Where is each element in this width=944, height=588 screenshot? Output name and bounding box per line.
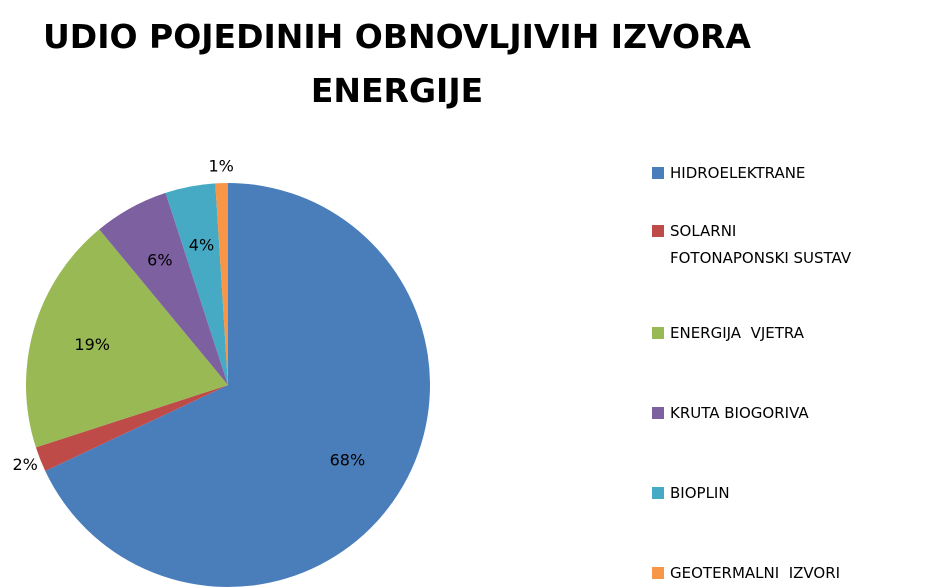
pie-slice	[25, 229, 228, 448]
data-label: 68%	[330, 450, 366, 469]
legend-swatch	[652, 487, 664, 499]
data-label: 2%	[12, 455, 37, 474]
legend-swatch	[652, 327, 664, 339]
legend-swatch	[652, 225, 664, 237]
legend-item: HIDROELEKTRANE	[652, 160, 942, 187]
legend-label: BIOPLIN	[670, 484, 730, 502]
chart-title: UDIO POJEDINIH OBNOVLJIVIH IZVORA	[43, 17, 751, 56]
legend-item: KRUTA BIOGORIVA	[652, 400, 942, 427]
legend-label: SOLARNI FOTONAPONSKI SUSTAV	[670, 222, 852, 267]
pie-slice	[215, 183, 228, 385]
legend-swatch	[652, 567, 664, 579]
data-label: 19%	[74, 335, 110, 354]
legend-item: BIOPLIN	[652, 480, 942, 507]
data-label: 4%	[189, 236, 214, 255]
data-label: 6%	[147, 251, 172, 270]
pie-slice	[45, 183, 431, 587]
legend-item: ENERGIJA VJETRA	[652, 320, 942, 347]
legend-label: GEOTERMALNI IZVORI	[670, 564, 841, 582]
legend-label: ENERGIJA VJETRA	[670, 324, 805, 342]
chart-title: ENERGIJE	[311, 71, 483, 110]
legend-label: HIDROELEKTRANE	[670, 164, 806, 182]
pie-slice	[99, 192, 228, 385]
pie-slice	[35, 385, 229, 472]
pie-slice	[165, 183, 228, 385]
legend-item: GEOTERMALNI IZVORI	[652, 560, 942, 587]
data-label: 1%	[208, 156, 233, 175]
legend-swatch	[652, 407, 664, 419]
legend-label: KRUTA BIOGORIVA	[670, 404, 809, 422]
legend-item: SOLARNI FOTONAPONSKI SUSTAV	[652, 218, 857, 272]
legend-swatch	[652, 167, 664, 179]
